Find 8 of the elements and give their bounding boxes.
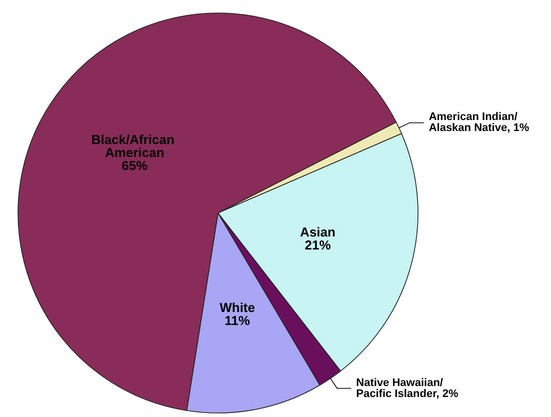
slice-label: Asian [300,224,336,240]
slice-label: White [220,300,255,316]
data-label: 65% [122,158,148,173]
data-label: 21% [304,238,332,253]
slice-label: Black/African American [91,132,178,160]
slice-label: Native Hawaiian/ Pacific Islander, 2% [356,376,458,400]
data-label: 11% [224,313,250,328]
slice-label: American Indian/ Alaskan Native, 1% [428,111,530,134]
